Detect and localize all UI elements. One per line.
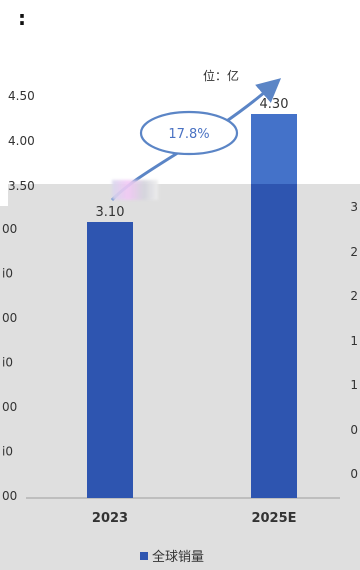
right-tick-label: 0 (350, 467, 358, 481)
growth-ellipse (139, 110, 239, 156)
tick-group: 4.50 4.00 3.50 00 i0 00 i0 00 i0 00 (2, 89, 35, 503)
legend-swatch (140, 552, 148, 560)
x-tick-label: 2025E (251, 511, 296, 526)
right-tick-label: 0 (350, 422, 358, 437)
y-tick-label-partial: i0 (2, 267, 13, 281)
y-tick-label-partial: 00 (2, 222, 17, 236)
bar-group: 3.10 2023 4.30 2025E (87, 97, 297, 526)
top-left-glyph: : (18, 6, 26, 30)
overlaid-chart-edge (0, 206, 8, 570)
right-axis-ticks: 3 2 2 1 1 0 0 (348, 200, 360, 500)
y-tick-label-partial: 00 (2, 489, 17, 503)
blurred-label (112, 180, 158, 200)
right-tick-label: 2 (350, 244, 358, 259)
bar-2025E-upper (251, 114, 297, 184)
y-tick-label-partial: i0 (2, 445, 13, 459)
y-tick-label: 4.00 (8, 134, 35, 148)
x-tick-label: 2023 (92, 511, 128, 526)
bar-2023 (87, 222, 133, 498)
growth-rate-label: 17.8% (168, 127, 209, 142)
y-tick-label-partial: 00 (2, 311, 17, 325)
right-tick-label: 2 (350, 289, 358, 303)
overlaid-chart-panel (8, 184, 360, 570)
data-label-2025E: 4.30 (260, 97, 289, 112)
y-tick-label-partial: i0 (2, 356, 13, 370)
legend-label: 全球销量 (152, 550, 205, 565)
bar-2025E (251, 184, 297, 498)
legend: 全球销量 (140, 546, 204, 565)
data-label-2023: 3.10 (96, 205, 125, 220)
right-tick-label: 1 (350, 378, 358, 392)
unit-label: 位：亿 (203, 68, 239, 83)
y-tick-label-partial: 00 (2, 400, 17, 414)
right-tick-label: 3 (350, 200, 358, 214)
right-tick-label: 1 (350, 333, 358, 348)
y-tick-label: 3.50 (8, 179, 35, 193)
y-tick-label: 4.50 (8, 89, 35, 103)
